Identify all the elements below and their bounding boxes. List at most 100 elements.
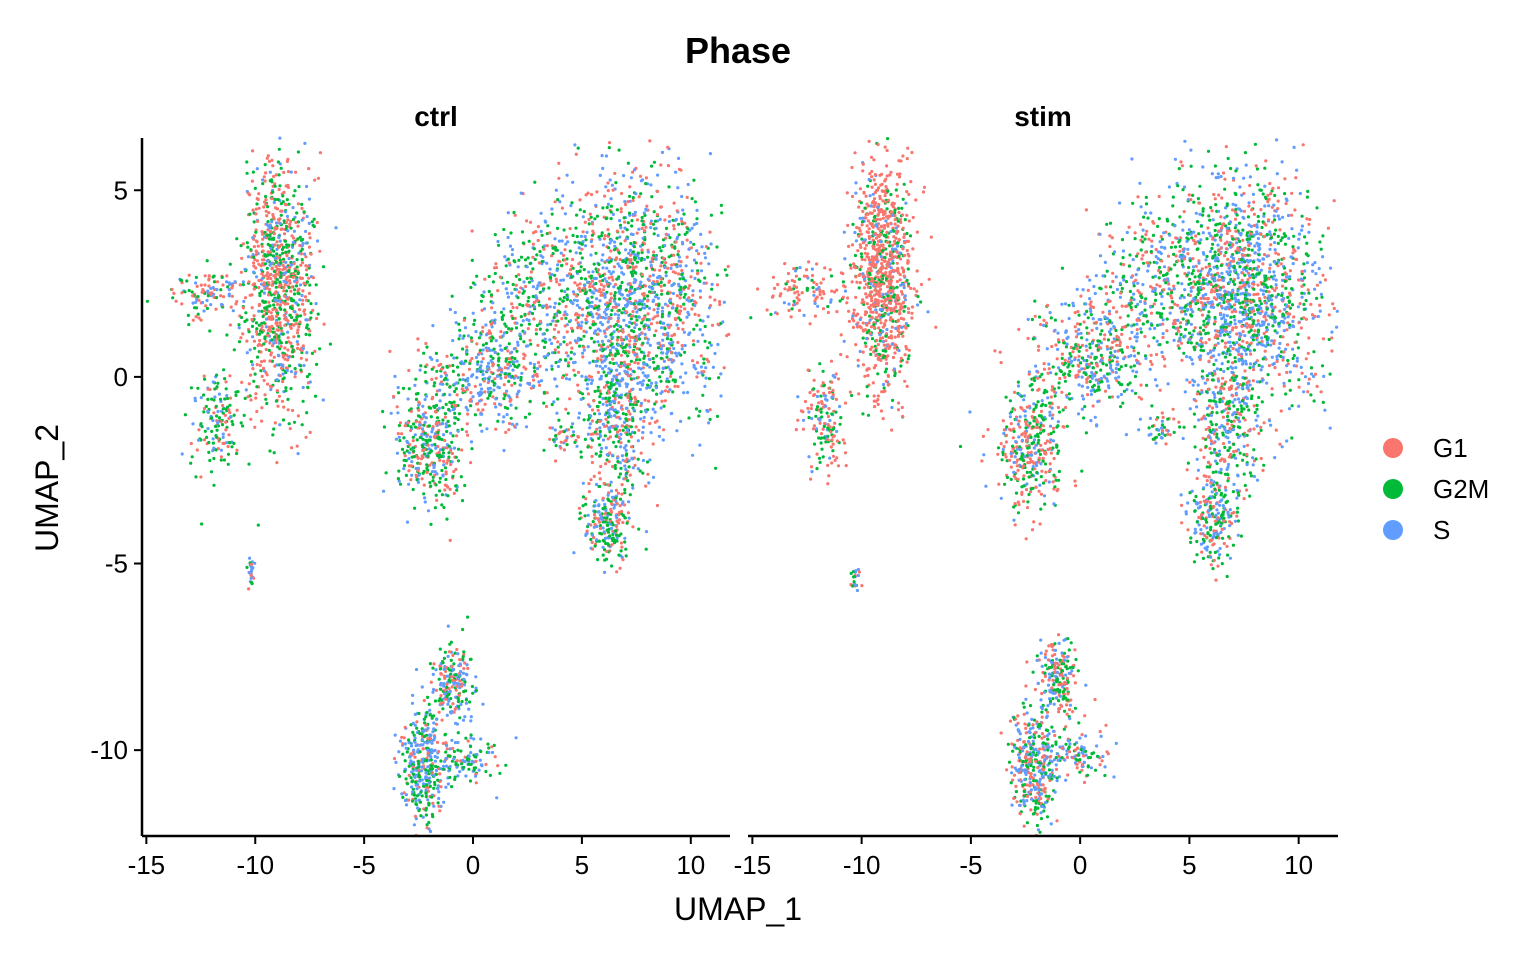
point-G1: [628, 473, 632, 477]
point-G1: [633, 401, 637, 405]
point-G1: [660, 399, 664, 403]
point-G1: [628, 362, 632, 367]
point-S: [469, 440, 474, 444]
point-G1: [270, 283, 274, 287]
point-G2M: [271, 254, 275, 258]
point-G1: [301, 344, 305, 348]
point-G2M: [456, 365, 460, 369]
point-G2M: [284, 389, 288, 393]
point-S: [614, 361, 619, 365]
point-G2M: [282, 376, 286, 380]
point-G1: [453, 403, 457, 407]
point-G2M: [597, 539, 601, 543]
point-S: [431, 324, 435, 328]
point-S: [651, 475, 656, 479]
point-S: [442, 463, 446, 467]
point-G1: [302, 281, 306, 285]
point-G1: [191, 294, 195, 298]
point-S: [421, 760, 425, 764]
point-S: [289, 263, 293, 267]
point-G1: [260, 324, 264, 329]
point-S: [581, 481, 585, 485]
point-S: [459, 702, 463, 707]
point-S: [624, 335, 628, 339]
point-G1: [419, 457, 424, 461]
point-S: [411, 790, 415, 794]
point-S: [412, 748, 416, 752]
point-S: [439, 681, 443, 686]
point-G1: [643, 398, 647, 402]
point-G1: [631, 265, 635, 269]
point-S: [566, 240, 570, 244]
point-G1: [627, 409, 631, 413]
point-G1: [698, 295, 703, 299]
point-G1: [631, 310, 635, 314]
point-S: [516, 376, 520, 380]
point-S: [509, 403, 513, 407]
point-G2M: [257, 332, 261, 336]
point-G1: [554, 459, 558, 463]
point-G2M: [635, 318, 639, 322]
point-S: [606, 320, 610, 324]
point-G1: [437, 710, 441, 714]
point-G1: [670, 263, 674, 267]
point-S: [602, 530, 606, 534]
point-G2M: [514, 406, 518, 410]
point-G1: [608, 141, 612, 145]
point-G1: [274, 173, 278, 177]
point-G2M: [291, 243, 295, 247]
point-S: [563, 289, 567, 294]
point-G1: [631, 350, 636, 354]
point-G2M: [631, 250, 636, 254]
point-G2M: [604, 217, 608, 221]
point-G2M: [491, 336, 495, 340]
point-G2M: [444, 477, 448, 482]
point-G2M: [493, 233, 497, 237]
point-S: [464, 701, 468, 705]
point-S: [421, 412, 425, 416]
point-G2M: [298, 235, 302, 239]
point-G2M: [438, 489, 442, 493]
point-G1: [269, 353, 273, 357]
point-G2M: [296, 291, 300, 295]
point-G1: [311, 308, 315, 312]
point-G1: [309, 252, 313, 256]
point-G2M: [199, 422, 203, 426]
point-G1: [197, 316, 201, 320]
point-G1: [241, 332, 245, 336]
point-S: [565, 173, 569, 177]
point-G1: [559, 446, 563, 450]
point-S: [620, 379, 624, 383]
point-G1: [602, 481, 606, 486]
point-G2M: [640, 250, 644, 255]
point-G1: [255, 259, 259, 263]
point-G2M: [261, 182, 265, 186]
point-G2M: [293, 288, 297, 292]
point-G2M: [487, 289, 491, 294]
point-S: [680, 194, 684, 199]
point-G2M: [656, 364, 660, 368]
point-S: [436, 787, 440, 791]
point-G2M: [396, 477, 400, 481]
point-G2M: [527, 322, 532, 326]
point-G2M: [289, 387, 293, 391]
point-G2M: [426, 454, 430, 458]
point-G1: [265, 214, 269, 218]
point-G1: [625, 310, 629, 314]
point-G1: [632, 456, 637, 460]
point-S: [411, 721, 415, 726]
point-S: [219, 302, 224, 307]
point-G2M: [281, 332, 285, 336]
point-G2M: [614, 181, 618, 185]
point-G1: [285, 254, 289, 258]
point-G2M: [623, 491, 627, 495]
point-G2M: [657, 282, 661, 286]
point-G1: [642, 229, 647, 233]
point-G2M: [683, 292, 687, 296]
point-G1: [595, 432, 599, 436]
point-S: [622, 174, 626, 178]
point-S: [577, 416, 581, 420]
point-G2M: [614, 529, 618, 533]
point-G2M: [569, 357, 573, 361]
point-S: [211, 286, 215, 290]
